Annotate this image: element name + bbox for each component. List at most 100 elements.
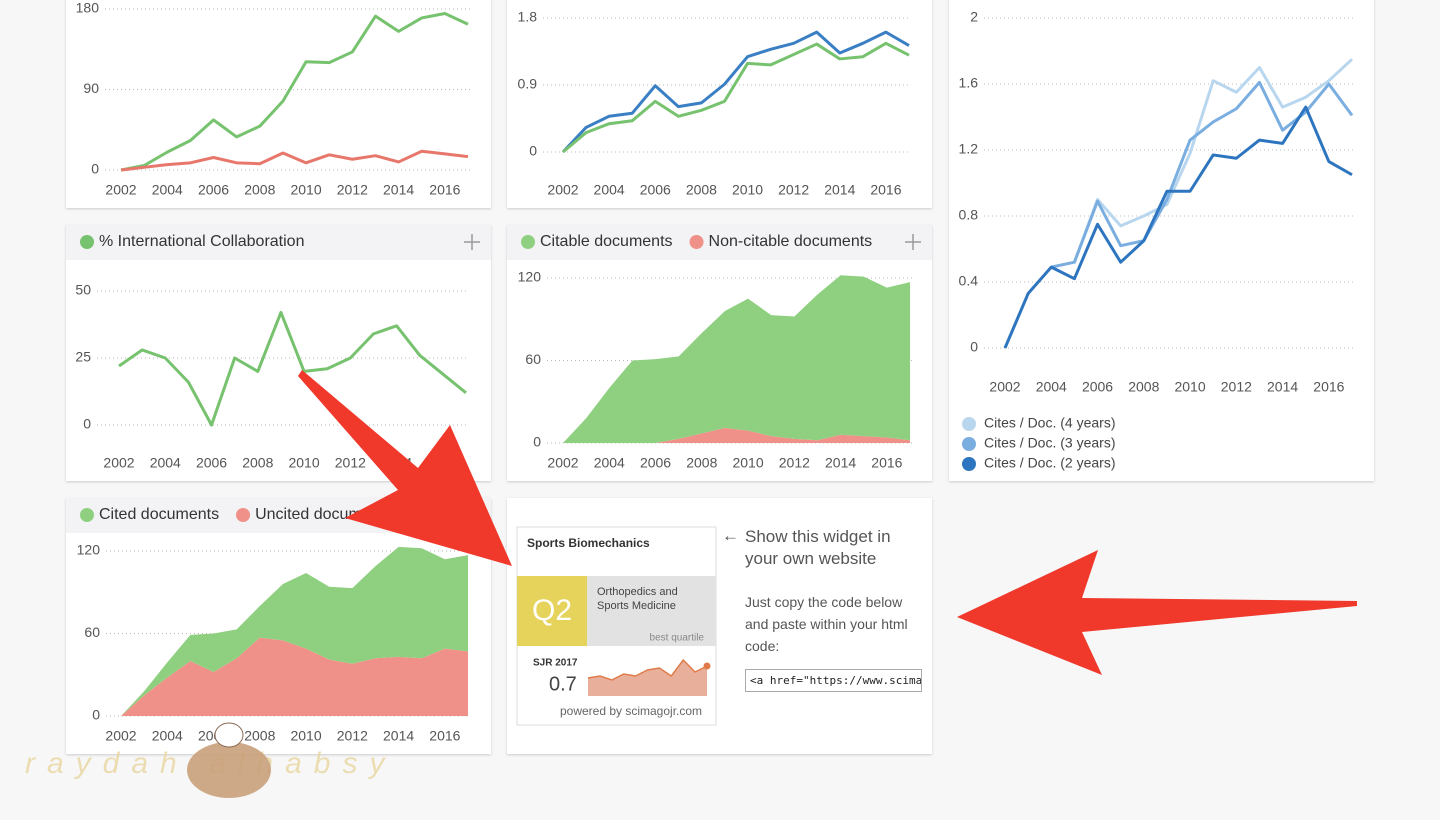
y-tick-label: 0.4 [959, 273, 979, 289]
series-area [563, 427, 910, 443]
y-tick-label: 1.8 [518, 9, 538, 25]
x-tick-label: 2004 [594, 182, 625, 198]
widget-instructions: Just copy the code below and paste withi… [745, 594, 908, 654]
x-tick-label: 2002 [103, 455, 134, 471]
panel [949, 0, 1374, 481]
legend-marker [80, 235, 94, 249]
series-line [120, 11, 469, 172]
x-tick-label: 2006 [640, 182, 671, 198]
y-tick-label: 90 [83, 80, 99, 96]
chart: 0 60 120 2002 2004 2006 2008 2010 2012 2014 2016 Ci… [518, 233, 912, 471]
y-tick-label: 2 [970, 9, 978, 25]
x-tick-label: 2004 [594, 455, 625, 471]
x-tick-label: 2008 [244, 728, 275, 744]
sparkline-dot [703, 662, 711, 670]
x-tick-label: 2012 [778, 182, 809, 198]
x-tick-label: 2012 [1221, 379, 1252, 395]
chart: 0 0.4 0.8 1.2 1.6 2 2002 2004 2006 2008 2010 2012 20… [959, 9, 1354, 471]
x-tick-label: 2016 [429, 182, 460, 198]
legend-marker [236, 508, 251, 522]
widget-cta: Show this widget in your own website [745, 527, 891, 568]
chart: 0 90 180 2002 2004 2006 2008 2010 2012 2014 2016 [76, 0, 470, 198]
y-tick-label: 60 [525, 351, 541, 367]
y-tick-label: 0.9 [518, 76, 538, 92]
series-line [118, 310, 467, 427]
annotation-arrow [957, 550, 1357, 675]
expand-icon [464, 234, 480, 250]
x-tick-label: 2014 [1267, 379, 1298, 395]
y-tick-label: 50 [75, 282, 91, 298]
y-tick-label: 0 [91, 161, 99, 177]
y-tick-label: 120 [518, 269, 542, 285]
x-tick-label: 2008 [244, 182, 275, 198]
powered-by: powered by scimagojr.com [560, 704, 702, 718]
x-tick-label: 2012 [335, 455, 366, 471]
series-area [121, 637, 468, 716]
x-tick-label: 2004 [152, 728, 183, 744]
x-tick-label: 2002 [989, 379, 1020, 395]
x-tick-label: 2008 [242, 455, 273, 471]
widget-category: Orthopedics and Sports Medicine [597, 586, 678, 612]
cta-arrow: ← [722, 526, 739, 545]
expand-icon [905, 234, 921, 250]
sjr-label: SJR 2017 [533, 658, 578, 669]
x-tick-label: 2010 [290, 182, 321, 198]
panel-header [507, 225, 932, 260]
x-tick-label: 2012 [337, 728, 368, 744]
x-tick-label: 2004 [152, 182, 183, 198]
sparkline-line [587, 658, 708, 681]
y-tick-label: 0 [83, 416, 91, 432]
legend-marker [962, 437, 976, 451]
legend-marker [962, 417, 976, 431]
x-tick-label: 2004 [150, 455, 181, 471]
code-field[interactable]: <a href="https://www.scimagojr [745, 669, 922, 692]
y-tick-label: 0.8 [959, 207, 979, 223]
legend-marker [689, 235, 704, 249]
x-tick-label: 2008 [686, 455, 717, 471]
legend-label: Non-citable documents [709, 233, 873, 250]
annotation-arrow [298, 370, 512, 566]
sparkline [587, 658, 711, 696]
legend-marker [521, 235, 535, 249]
series-line [120, 149, 469, 172]
x-tick-label: 2002 [547, 182, 578, 198]
panel [66, 225, 491, 481]
quartile-box [517, 576, 587, 646]
x-tick-label: 2008 [686, 182, 717, 198]
chart: 0 0.9 1.8 2002 2004 2006 2008 2010 2012 2014 2016 [518, 9, 911, 198]
x-tick-label: 2006 [1082, 379, 1113, 395]
x-tick-label: 2012 [779, 455, 810, 471]
x-tick-label: 2014 [383, 728, 414, 744]
legend-label: Citable documents [540, 233, 673, 250]
x-tick-label: 2016 [871, 455, 902, 471]
quartile: Q2 [532, 594, 572, 627]
legend-marker [80, 508, 94, 522]
x-tick-label: 2006 [196, 455, 227, 471]
x-tick-label: 2008 [1128, 379, 1159, 395]
x-tick-label: 2014 [825, 455, 856, 471]
y-tick-label: 1.6 [959, 75, 979, 91]
x-tick-label: 2010 [1174, 379, 1205, 395]
y-tick-label: 0 [529, 143, 537, 159]
x-tick-label: 2004 [1036, 379, 1067, 395]
x-tick-label: 2014 [824, 182, 855, 198]
x-tick-label: 2014 [383, 182, 414, 198]
sjr-value: 0.7 [549, 673, 577, 695]
x-tick-label: 2006 [640, 455, 671, 471]
series-area [121, 546, 468, 716]
mascot [187, 722, 271, 798]
panel-header [66, 225, 491, 260]
x-tick-label: 2010 [732, 455, 763, 471]
legend-label: Cited documents [99, 506, 219, 523]
y-tick-label: 180 [76, 0, 100, 16]
x-tick-label: 2012 [337, 182, 368, 198]
series-area [563, 275, 910, 443]
legend-marker [962, 457, 976, 471]
legend-label: Cites / Doc. (2 years) [984, 455, 1115, 471]
y-tick-label: 0 [970, 339, 978, 355]
x-tick-label: 2002 [105, 728, 136, 744]
x-tick-label: 2006 [198, 182, 229, 198]
x-tick-label: 2016 [870, 182, 901, 198]
